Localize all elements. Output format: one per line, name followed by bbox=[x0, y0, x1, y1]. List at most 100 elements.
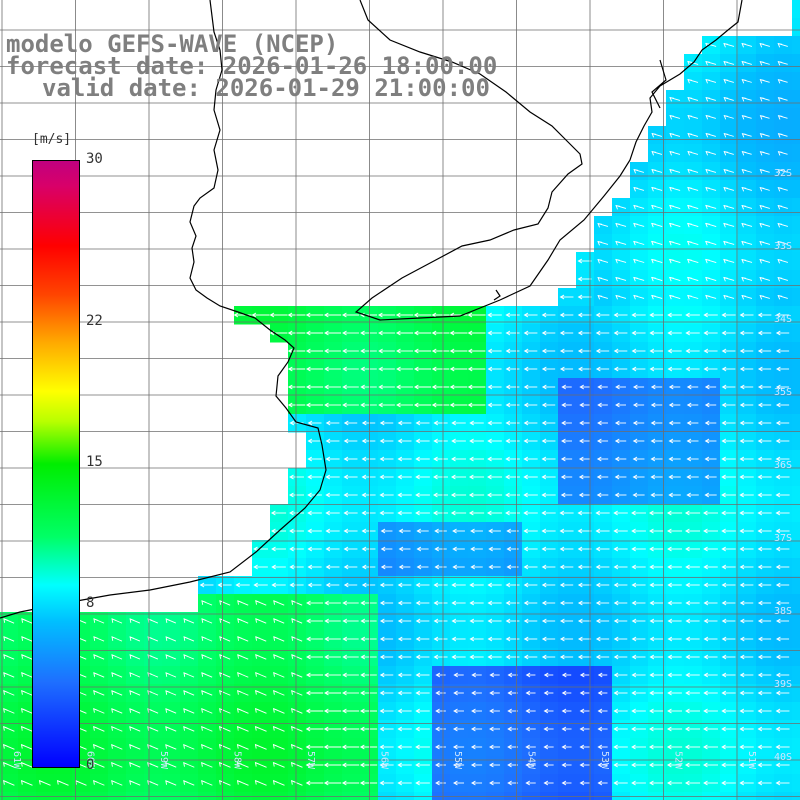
wind-arrow bbox=[397, 510, 412, 516]
wind-arrow bbox=[165, 726, 177, 732]
wind-arrow bbox=[649, 600, 664, 606]
wind-arrow bbox=[757, 582, 772, 588]
wind-arrow bbox=[667, 618, 682, 624]
wind-arrow bbox=[577, 618, 592, 624]
wind-arrow bbox=[380, 546, 393, 552]
wind-arrow bbox=[324, 366, 341, 372]
wind-arrow bbox=[759, 187, 770, 192]
wind-arrow bbox=[561, 420, 572, 426]
wind-arrow bbox=[183, 618, 195, 624]
wind-arrow bbox=[342, 618, 359, 624]
wind-arrow bbox=[359, 762, 378, 768]
wind-arrow bbox=[505, 420, 520, 426]
wind-arrow bbox=[685, 690, 700, 696]
wind-arrow bbox=[633, 240, 645, 246]
wind-arrow bbox=[649, 654, 664, 660]
wind-arrow bbox=[269, 312, 288, 318]
wind-arrow bbox=[541, 312, 556, 318]
wind-arrow bbox=[705, 258, 717, 264]
wind-arrow bbox=[324, 672, 341, 678]
wind-arrow bbox=[559, 294, 574, 300]
wind-arrow bbox=[541, 366, 556, 372]
wind-arrow bbox=[92, 743, 105, 750]
wind-arrow bbox=[669, 132, 681, 138]
wind-arrow bbox=[397, 618, 412, 624]
wind-arrow bbox=[757, 438, 772, 444]
wind-arrow bbox=[597, 690, 608, 696]
wind-arrow bbox=[759, 79, 770, 84]
wind-arrow bbox=[775, 546, 790, 552]
wind-arrow bbox=[254, 743, 267, 750]
wind-arrow bbox=[290, 743, 303, 750]
wind-arrow bbox=[255, 636, 267, 642]
wind-arrow bbox=[505, 474, 520, 480]
wind-arrow bbox=[21, 618, 33, 624]
wind-arrow bbox=[272, 707, 285, 714]
wind-arrow bbox=[703, 348, 718, 354]
valid-date: valid date: 2026-01-29 21:00:00 bbox=[42, 74, 490, 102]
wind-arrow bbox=[435, 690, 446, 696]
wind-arrow bbox=[3, 779, 15, 786]
wind-arrow bbox=[523, 528, 538, 534]
wind-arrow bbox=[579, 384, 590, 390]
wind-arrow bbox=[685, 546, 700, 552]
wind-arrow bbox=[631, 618, 646, 624]
wind-arrow bbox=[739, 708, 754, 714]
wind-arrow bbox=[165, 744, 177, 750]
wind-cell bbox=[378, 792, 397, 800]
wind-arrow bbox=[201, 636, 213, 642]
wind-arrow bbox=[777, 258, 789, 264]
wind-arrow bbox=[487, 420, 502, 426]
wind-arrow bbox=[325, 582, 340, 588]
wind-arrow bbox=[505, 384, 520, 390]
wind-arrow bbox=[433, 420, 448, 426]
wind-arrow bbox=[342, 690, 359, 696]
wind-arrow bbox=[272, 743, 285, 750]
latitude-label: 39S bbox=[774, 679, 792, 690]
wind-arrow bbox=[111, 636, 123, 642]
wind-arrow bbox=[723, 294, 735, 300]
wind-cell bbox=[522, 792, 541, 800]
wind-arrow bbox=[289, 564, 304, 570]
wind-arrow bbox=[2, 743, 15, 750]
wind-arrow bbox=[359, 744, 378, 750]
wind-arrow bbox=[416, 564, 429, 570]
wind-arrow bbox=[396, 366, 413, 372]
wind-arrow bbox=[287, 312, 306, 318]
wind-arrow bbox=[703, 708, 718, 714]
wind-arrow bbox=[633, 276, 645, 282]
wind-arrow bbox=[615, 276, 627, 282]
wind-arrow bbox=[775, 654, 790, 660]
wind-arrow bbox=[396, 384, 413, 390]
wind-arrow bbox=[505, 312, 520, 318]
wind-arrow bbox=[378, 384, 395, 390]
wind-arrow bbox=[757, 510, 772, 516]
wind-arrow bbox=[633, 168, 645, 174]
wind-cell bbox=[468, 792, 487, 800]
wind-arrow bbox=[147, 762, 159, 768]
wind-arrow bbox=[523, 564, 538, 570]
wind-cell bbox=[792, 738, 800, 757]
wind-cell bbox=[792, 18, 800, 37]
wind-arrow bbox=[291, 600, 303, 606]
wind-arrow bbox=[487, 402, 502, 408]
wind-arrow bbox=[489, 726, 500, 732]
wind-arrow bbox=[739, 384, 754, 390]
wind-arrow bbox=[379, 636, 394, 642]
wind-arrow bbox=[273, 672, 285, 678]
wind-arrow bbox=[165, 708, 177, 714]
wind-arrow bbox=[287, 384, 306, 390]
wind-arrow bbox=[650, 474, 663, 480]
wind-arrow bbox=[723, 258, 735, 264]
wind-cell bbox=[792, 90, 800, 109]
wind-arrow bbox=[775, 384, 790, 390]
wind-arrow bbox=[433, 510, 449, 516]
wind-arrow bbox=[306, 636, 323, 642]
wind-arrow bbox=[666, 510, 683, 516]
wind-arrow bbox=[323, 312, 342, 318]
wind-arrow bbox=[757, 474, 772, 480]
wind-arrow bbox=[703, 618, 718, 624]
wind-arrow bbox=[525, 672, 536, 678]
wind-arrow bbox=[757, 384, 772, 390]
